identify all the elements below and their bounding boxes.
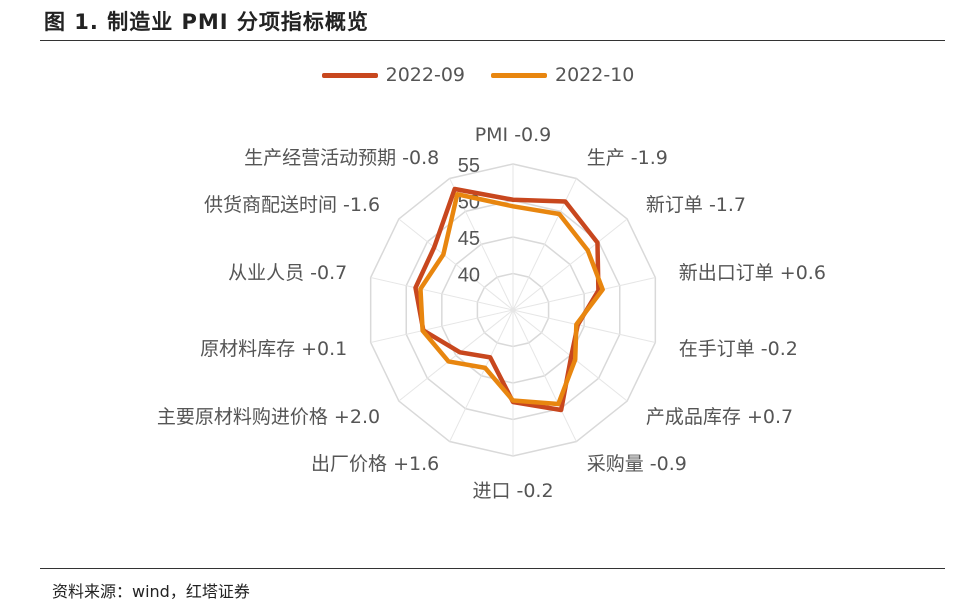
legend-label-2022-10: 2022-10 bbox=[555, 64, 635, 86]
category-label-2: 新订单 -1.7 bbox=[646, 194, 746, 216]
series-line-2022-10 bbox=[418, 191, 605, 407]
legend-swatch-2022-10 bbox=[491, 72, 547, 78]
legend-item-2022-10: 2022-10 bbox=[491, 64, 634, 86]
category-label-3: 新出口订单 +0.6 bbox=[679, 262, 826, 284]
source-note: 资料来源：wind，红塔证券 bbox=[52, 582, 250, 601]
legend-label-2022-09: 2022-09 bbox=[385, 64, 465, 86]
grid-spoke-13 bbox=[449, 178, 514, 311]
category-label-7: 进口 -0.2 bbox=[472, 480, 553, 502]
grid-spoke-12 bbox=[398, 218, 514, 311]
grid-spoke-10 bbox=[370, 309, 514, 343]
grid-spoke-3 bbox=[512, 277, 656, 311]
category-label-11: 从业人员 -0.7 bbox=[228, 262, 347, 284]
source-rule bbox=[40, 568, 945, 569]
tick-label-1: 45 bbox=[458, 228, 480, 250]
category-label-5: 产成品库存 +0.7 bbox=[646, 406, 793, 428]
figure-title: 图 1. 制造业 PMI 分项指标概览 bbox=[44, 10, 369, 34]
category-label-9: 主要原材料购进价格 +2.0 bbox=[157, 406, 380, 428]
category-label-4: 在手订单 -0.2 bbox=[679, 338, 798, 360]
grid-spoke-11 bbox=[370, 277, 514, 311]
category-label-13: 生产经营活动预期 -0.8 bbox=[244, 147, 439, 169]
tick-label-3: 55 bbox=[458, 155, 480, 177]
grid-spoke-6 bbox=[512, 309, 577, 442]
chart-legend: 2022-09 2022-10 bbox=[0, 64, 956, 86]
legend-swatch-2022-09 bbox=[321, 72, 378, 78]
tick-label-0: 40 bbox=[458, 265, 480, 287]
grid-spoke-8 bbox=[449, 309, 514, 442]
category-label-12: 供货商配送时间 -1.6 bbox=[204, 194, 380, 216]
category-label-6: 采购量 -0.9 bbox=[587, 453, 687, 475]
grid-spoke-4 bbox=[512, 309, 656, 343]
grid-spoke-9 bbox=[398, 309, 514, 402]
category-label-0: PMI -0.9 bbox=[475, 124, 552, 146]
title-rule bbox=[40, 40, 945, 41]
legend-item-2022-09: 2022-09 bbox=[321, 64, 465, 86]
category-label-10: 原材料库存 +0.1 bbox=[200, 338, 347, 360]
grid-spoke-2 bbox=[512, 218, 628, 311]
category-label-1: 生产 -1.9 bbox=[587, 147, 668, 169]
category-label-8: 出厂价格 +1.6 bbox=[311, 453, 439, 475]
